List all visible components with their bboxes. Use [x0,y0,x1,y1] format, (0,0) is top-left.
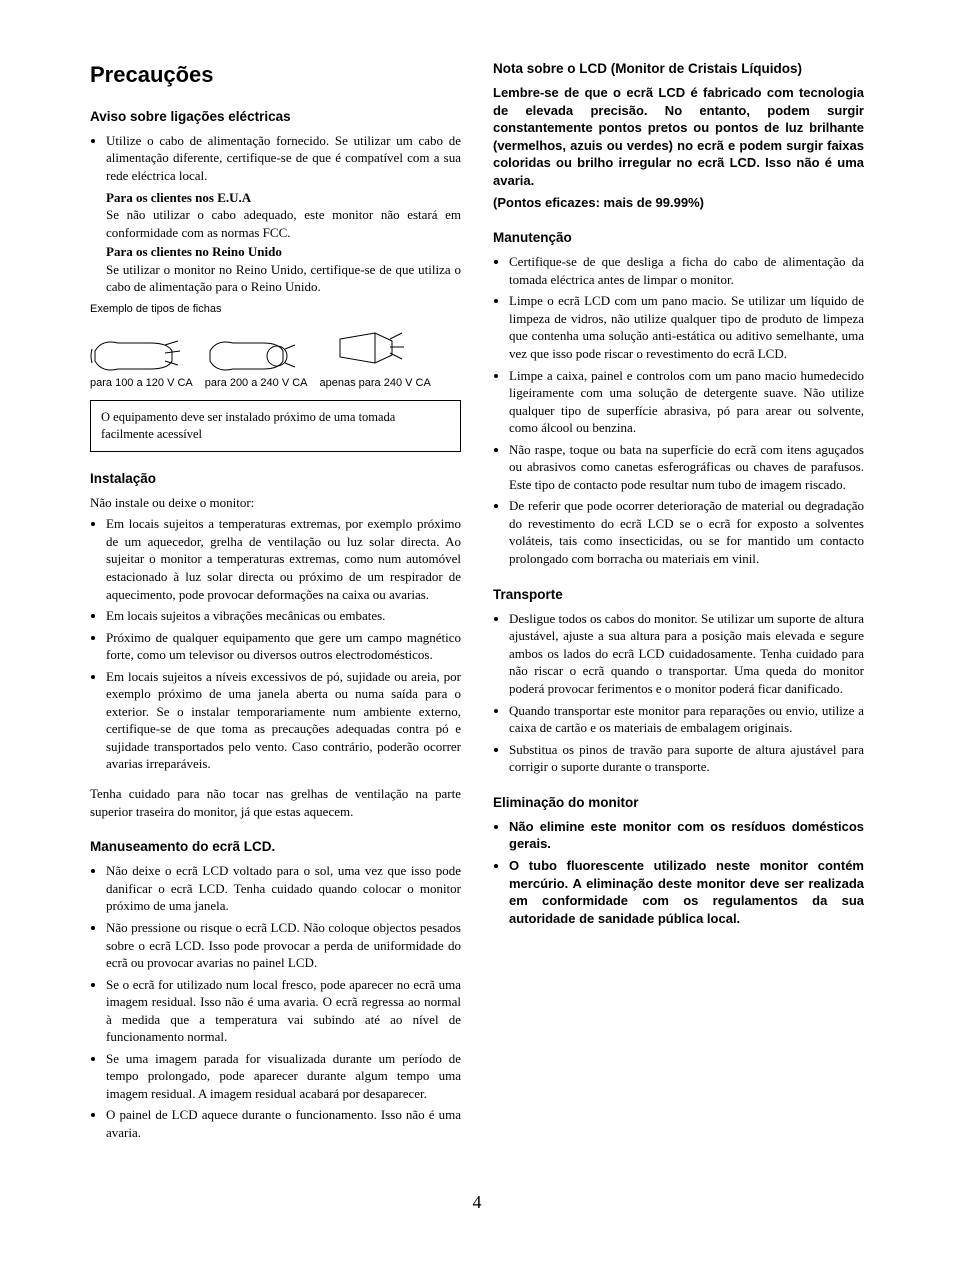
list-item: O painel de LCD aquece durante o funcion… [106,1106,461,1141]
list-item: O tubo fluorescente utilizado neste moni… [509,857,864,927]
section-transport: Transporte Desligue todos os cabos do mo… [493,586,864,776]
heading-maintenance: Manutenção [493,229,864,247]
list-item: Não elimine este monitor com os resíduos… [509,818,864,853]
plug-caption: Exemplo de tipos de fichas [90,302,461,317]
section-lcd-handling: Manuseamento do ecrã LCD. Não deixe o ec… [90,838,461,1141]
list-item: Substitua os pinos de travão para suport… [509,741,864,776]
note-uk-body: Se utilizar o monitor no Reino Unido, ce… [106,261,461,296]
bullet-text: Utilize o cabo de alimentação fornecido.… [106,133,461,183]
list-item: Em locais sujeitos a níveis excessivos d… [106,668,461,773]
page-number: 4 [90,1190,864,1214]
list-item: Não pressione ou risque o ecrã LCD. Não … [106,919,461,972]
heading-lcd-handling: Manuseamento do ecrã LCD. [90,838,461,856]
list-item: Em locais sujeitos a temperaturas extrem… [106,515,461,603]
outlet-note-box: O equipamento deve ser instalado próximo… [90,400,461,452]
section-installation: Instalação Não instale ou deixe o monito… [90,470,461,821]
installation-after: Tenha cuidado para não tocar nas grelhas… [90,785,461,820]
heading-electrical: Aviso sobre ligações eléctricas [90,108,461,126]
section-electrical: Aviso sobre ligações eléctricas Utilize … [90,108,461,452]
two-column-layout: Precauções Aviso sobre ligações eléctric… [90,60,864,1160]
heading-installation: Instalação [90,470,461,488]
plug-uk-icon [320,321,412,373]
left-column: Precauções Aviso sobre ligações eléctric… [90,60,461,1160]
section-lcd-note: Nota sobre o LCD (Monitor de Cristais Lí… [493,60,864,211]
list-item: Em locais sujeitos a vibrações mecânicas… [106,607,461,625]
list-item: Utilize o cabo de alimentação fornecido.… [106,132,461,296]
heading-disposal: Eliminação do monitor [493,794,864,812]
plug-label-3: apenas para 240 V CA [320,377,431,390]
plug-eu-icon [205,321,297,373]
list-item: Certifique-se de que desliga a ficha do … [509,253,864,288]
list-item: Limpe o ecrã LCD com um pano macio. Se u… [509,292,864,362]
plug-label-1: para 100 a 120 V CA [90,377,193,390]
list-item: Desligue todos os cabos do monitor. Se u… [509,610,864,698]
plug-item-3: apenas para 240 V CA [320,321,431,390]
section-disposal: Eliminação do monitor Não elimine este m… [493,794,864,928]
list-item: Limpe a caixa, painel e controlos com um… [509,367,864,437]
lcd-note-body2: (Pontos eficazes: mais de 99.99%) [493,194,864,212]
section-maintenance: Manutenção Certifique-se de que desliga … [493,229,864,568]
list-item: De referir que pode ocorrer deterioração… [509,497,864,567]
note-us-title: Para os clientes nos E.U.A [106,189,461,207]
list-item: Não raspe, toque ou bata na superfície d… [509,441,864,494]
note-uk-title: Para os clientes no Reino Unido [106,243,461,261]
list-item: Se o ecrã for utilizado num local fresco… [106,976,461,1046]
heading-lcd-note: Nota sobre o LCD (Monitor de Cristais Lí… [493,60,864,78]
heading-transport: Transporte [493,586,864,604]
list-item: Não deixe o ecrã LCD voltado para o sol,… [106,862,461,915]
installation-intro: Não instale ou deixe o monitor: [90,494,461,512]
page-title: Precauções [90,60,461,90]
plug-illustrations: para 100 a 120 V CA para 200 a 240 V CA [90,321,461,390]
plug-us-icon [90,321,182,373]
lcd-note-body: Lembre-se de que o ecrã LCD é fabricado … [493,84,864,189]
list-item: Próximo de qualquer equipamento que gere… [106,629,461,664]
plug-item-1: para 100 a 120 V CA [90,321,193,390]
list-item: Se uma imagem parada for visualizada dur… [106,1050,461,1103]
right-column: Nota sobre o LCD (Monitor de Cristais Lí… [493,60,864,1160]
plug-item-2: para 200 a 240 V CA [205,321,308,390]
plug-label-2: para 200 a 240 V CA [205,377,308,390]
list-item: Quando transportar este monitor para rep… [509,702,864,737]
note-us-body: Se não utilizar o cabo adequado, este mo… [106,206,461,241]
